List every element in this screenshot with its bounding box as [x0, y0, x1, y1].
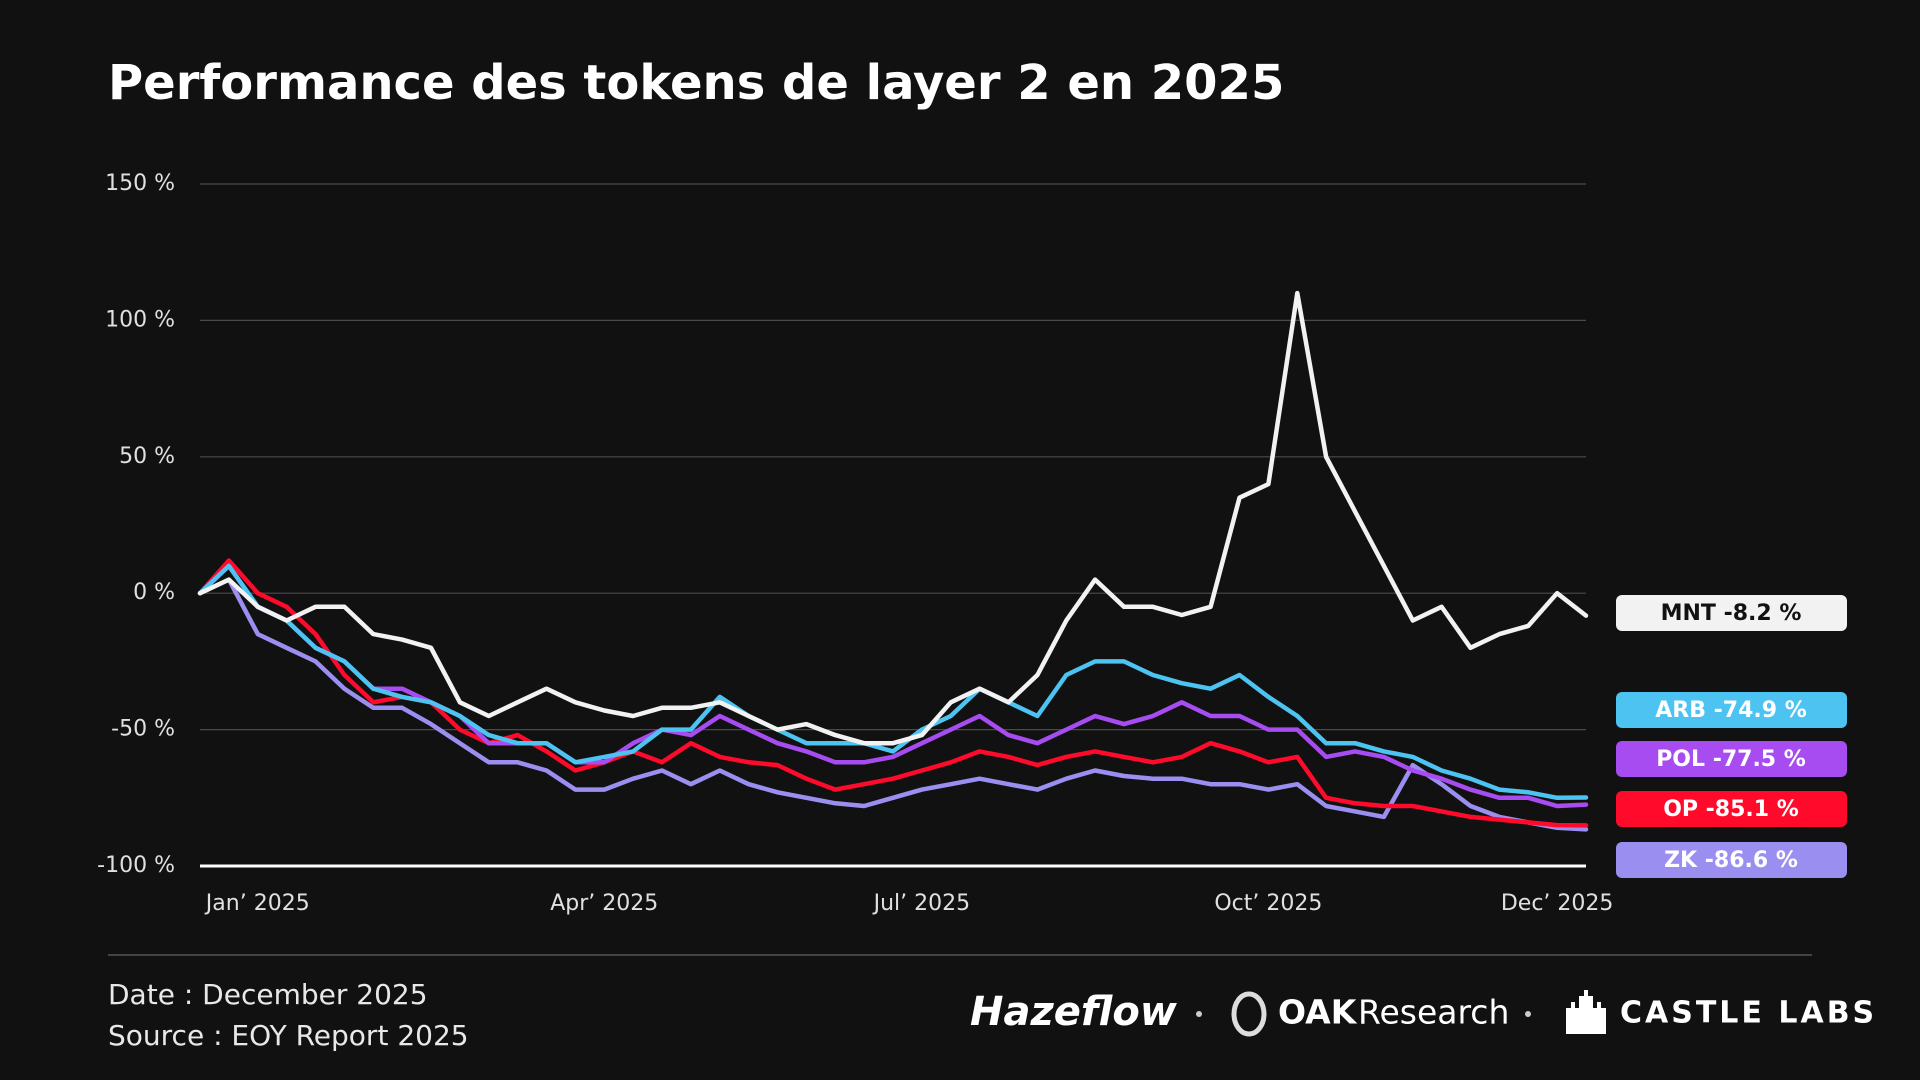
y-tick-label: 100 %: [105, 307, 175, 332]
x-tick-label: Apr’ 2025: [550, 891, 658, 916]
end-label-box: [1616, 791, 1847, 827]
series-line: [197, 290, 1589, 746]
separator-dot: [1525, 1011, 1531, 1017]
y-tick-label: 50 %: [119, 444, 175, 469]
x-tick-label: Jan’ 2025: [204, 891, 310, 916]
y-tick-label: -100 %: [97, 853, 175, 878]
logo-castle-icon: [1566, 990, 1606, 1034]
y-tick-label: -50 %: [111, 717, 175, 742]
y-tick-label: 150 %: [105, 171, 175, 196]
chart-title: Performance des tokens de layer 2 en 202…: [108, 55, 1284, 111]
end-label-box: [1616, 741, 1847, 777]
logo-oak-icon: [1231, 991, 1267, 1037]
x-tick-label: Jul’ 2025: [872, 891, 971, 916]
x-tick-label: Dec’ 2025: [1501, 891, 1614, 916]
logo-castle-labs: CASTLE LABS: [1620, 996, 1877, 1031]
y-tick-label: 0 %: [133, 580, 175, 605]
end-label: OP -85.1 %: [1663, 797, 1799, 822]
logo-oak: OAK: [1278, 993, 1358, 1032]
logo-research: Research: [1358, 993, 1509, 1032]
separator-dot: [1196, 1011, 1202, 1017]
logo-hazeflow: Hazeflow: [970, 989, 1178, 1035]
series-line: [197, 577, 1589, 832]
end-label: MNT -8.2 %: [1661, 601, 1802, 626]
footer-source: Source : EOY Report 2025: [108, 1019, 469, 1052]
end-label-box: [1616, 842, 1847, 878]
footer-date: Date : December 2025: [108, 978, 428, 1011]
end-label: ARB -74.9 %: [1655, 698, 1807, 723]
end-label: POL -77.5 %: [1656, 747, 1806, 772]
end-label: ZK -86.6 %: [1664, 848, 1798, 873]
x-tick-label: Oct’ 2025: [1214, 891, 1322, 916]
end-label-box: [1616, 595, 1847, 631]
series-line: [197, 563, 1589, 801]
end-label-box: [1616, 692, 1847, 728]
